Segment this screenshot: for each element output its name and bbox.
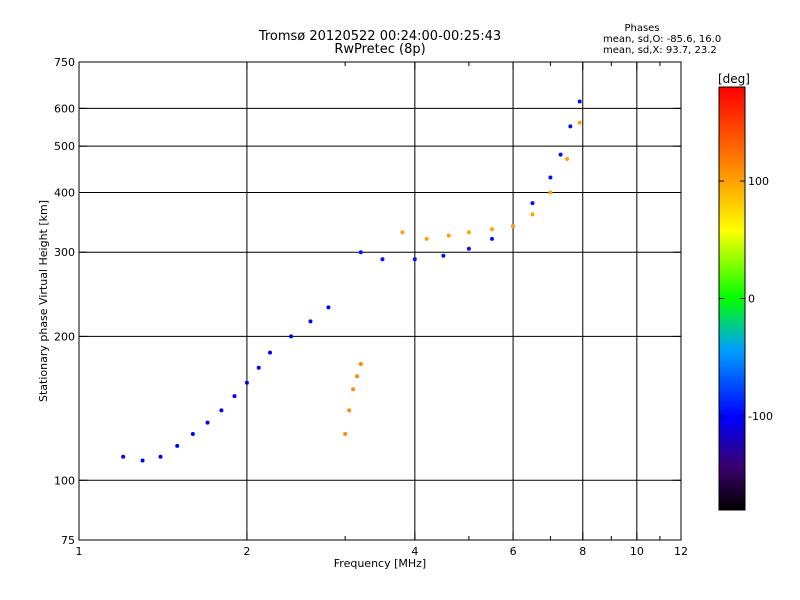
data-point: [190, 431, 195, 436]
data-point: [511, 224, 516, 229]
data-point: [219, 408, 224, 413]
colorbar-frame: [718, 86, 746, 511]
data-point: [489, 236, 494, 241]
data-point: [577, 120, 582, 125]
data-point: [565, 157, 570, 162]
y-tick-label: 400: [54, 186, 75, 199]
data-point: [530, 212, 535, 217]
x-tick-label: 1: [76, 545, 83, 558]
colorbar-tick-label: 0: [748, 293, 755, 306]
data-point: [558, 152, 563, 157]
x-tick-label: 4: [411, 545, 418, 558]
data-point: [530, 201, 535, 206]
data-point: [412, 257, 417, 262]
x-tick-label: 12: [674, 545, 688, 558]
data-point: [205, 420, 210, 425]
y-tick-label: 600: [54, 102, 75, 115]
data-point: [354, 374, 359, 379]
data-point: [347, 408, 352, 413]
x-tick-label: 6: [510, 545, 517, 558]
data-point: [568, 124, 573, 129]
scatter-points: [121, 99, 582, 463]
data-point: [158, 454, 163, 459]
x-tick-label: 2: [243, 545, 250, 558]
phases-title: Phases: [624, 23, 659, 34]
data-point: [548, 175, 553, 180]
data-point: [175, 443, 180, 448]
data-point: [358, 362, 363, 367]
y-tick-label: 75: [61, 534, 75, 547]
data-point: [441, 253, 446, 258]
data-point: [244, 380, 249, 385]
phases-x-stats: mean, sd,X: 93.7, 23.2: [603, 45, 717, 56]
x-tick-label: 10: [630, 545, 644, 558]
colorbar-label: [deg]: [718, 72, 750, 86]
colorbar-tick-label: -100: [748, 410, 773, 423]
data-point: [466, 230, 471, 235]
x-axis-label: Frequency [MHz]: [334, 557, 426, 570]
plot-area: [78, 61, 682, 541]
data-point: [466, 246, 471, 251]
chart-title: Tromsø 20120522 00:24:00-00:25:43: [258, 29, 501, 44]
y-axis-label: Stationary phase Virtual Height [km]: [37, 200, 50, 402]
data-point: [351, 387, 356, 392]
data-point: [400, 230, 405, 235]
data-point: [446, 233, 451, 238]
data-point: [289, 334, 294, 339]
y-tick-label: 300: [54, 246, 75, 259]
y-tick-label: 750: [54, 56, 75, 69]
data-point: [268, 350, 273, 355]
y-tick-label: 100: [54, 474, 75, 487]
data-point: [489, 227, 494, 232]
colorbar-ticks: 100 0 -100: [718, 86, 773, 511]
y-tick-label: 200: [54, 330, 75, 343]
data-point: [326, 305, 331, 310]
grid: [79, 62, 681, 540]
x-axis-ticks: 1 2 4 6 8 10 12: [76, 62, 688, 558]
data-point: [121, 454, 126, 459]
y-axis-ticks: 75 100 200 300 400 500 600 750: [54, 56, 681, 547]
x-tick-label: 8: [579, 545, 586, 558]
colorbar-tick-label: 100: [748, 175, 769, 188]
chart-subtitle: RwPretec (8p): [334, 42, 425, 57]
data-point: [140, 458, 145, 463]
phases-o-stats: mean, sd,O: -85.6, 16.0: [603, 34, 721, 45]
data-point: [358, 250, 363, 255]
data-point: [343, 431, 348, 436]
data-point: [424, 236, 429, 241]
y-tick-label: 500: [54, 140, 75, 153]
data-point: [577, 99, 582, 104]
data-point: [548, 190, 553, 195]
data-point: [308, 319, 313, 324]
data-point: [256, 365, 261, 370]
data-point: [232, 394, 237, 399]
data-point: [380, 257, 385, 262]
